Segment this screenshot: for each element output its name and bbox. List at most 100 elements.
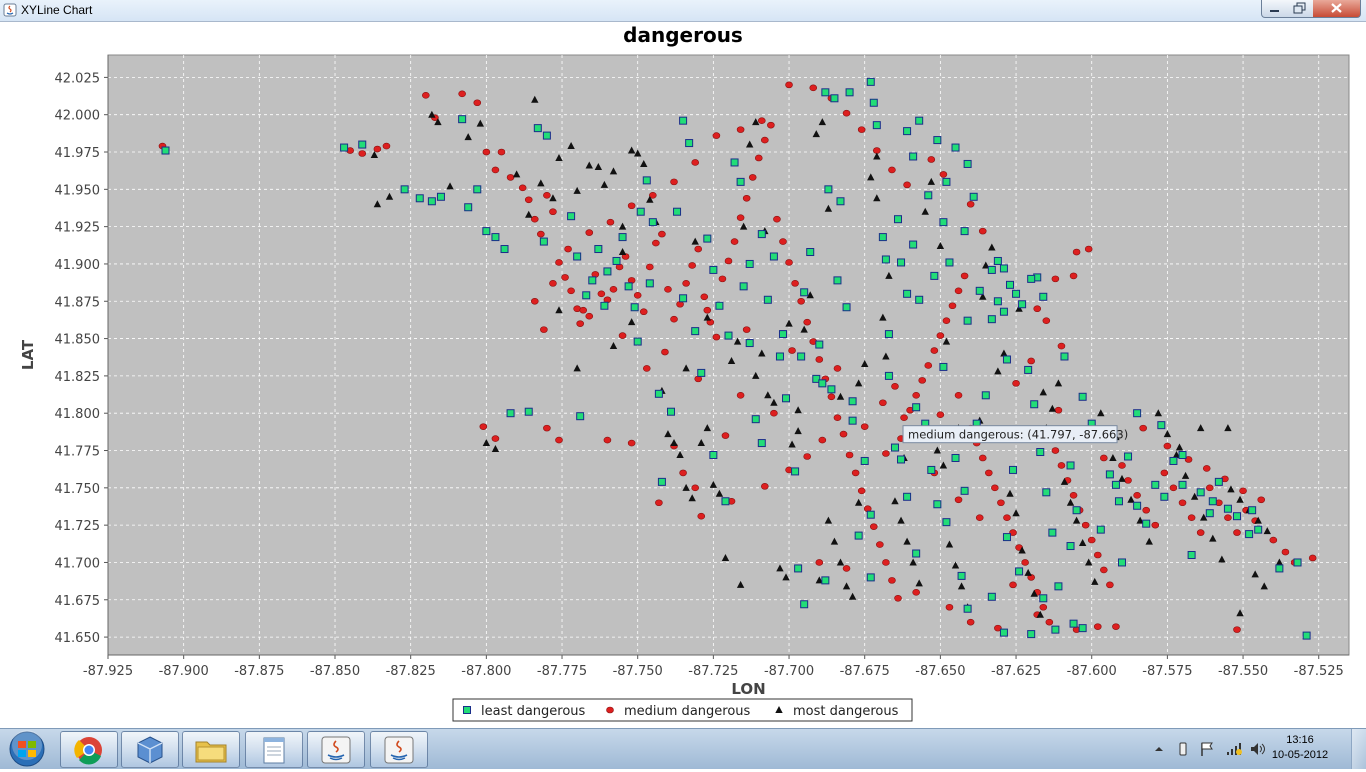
chevron-up-icon[interactable]: [1154, 744, 1164, 754]
medium-dangerous-point[interactable]: [985, 469, 993, 477]
network-signal-icon[interactable]: [1226, 742, 1242, 756]
least-dangerous-point[interactable]: [981, 391, 990, 400]
least-dangerous-point[interactable]: [915, 295, 924, 304]
most-dangerous-point[interactable]: [830, 537, 839, 545]
clock[interactable]: 13:16 10-05-2012: [1268, 733, 1332, 763]
least-dangerous-point[interactable]: [884, 330, 893, 339]
least-dangerous-point[interactable]: [642, 176, 651, 185]
medium-dangerous-point[interactable]: [1057, 462, 1066, 469]
most-dangerous-point[interactable]: [428, 110, 436, 118]
most-dangerous-point[interactable]: [782, 573, 790, 581]
most-dangerous-point[interactable]: [1275, 558, 1284, 566]
most-dangerous-point[interactable]: [688, 494, 696, 502]
least-dangerous-point[interactable]: [1105, 470, 1114, 479]
medium-dangerous-point[interactable]: [1118, 462, 1126, 469]
least-dangerous-point[interactable]: [1078, 624, 1087, 633]
most-dangerous-point[interactable]: [885, 271, 893, 279]
medium-dangerous-point[interactable]: [761, 136, 769, 144]
most-dangerous-point[interactable]: [994, 367, 1002, 375]
medium-dangerous-point[interactable]: [658, 230, 666, 238]
least-dangerous-point[interactable]: [745, 339, 754, 348]
most-dangerous-point[interactable]: [1039, 388, 1047, 396]
medium-dangerous-point[interactable]: [1142, 506, 1151, 514]
least-dangerous-point[interactable]: [1169, 456, 1178, 465]
medium-dangerous-point[interactable]: [1039, 603, 1048, 611]
most-dangerous-point[interactable]: [1224, 424, 1232, 432]
medium-dangerous-point[interactable]: [564, 245, 572, 253]
medium-dangerous-point[interactable]: [1033, 305, 1042, 313]
most-dangerous-point[interactable]: [942, 337, 951, 345]
most-dangerous-point[interactable]: [709, 480, 718, 488]
least-dangerous-point[interactable]: [939, 362, 948, 371]
least-dangerous-point[interactable]: [999, 264, 1008, 273]
most-dangerous-point[interactable]: [915, 579, 923, 587]
most-dangerous-point[interactable]: [385, 192, 394, 200]
medium-dangerous-point[interactable]: [1009, 529, 1017, 536]
least-dangerous-point[interactable]: [730, 158, 739, 167]
least-dangerous-point[interactable]: [1054, 582, 1063, 591]
most-dangerous-point[interactable]: [1218, 555, 1226, 563]
medium-dangerous-point[interactable]: [649, 191, 657, 199]
least-dangerous-point[interactable]: [881, 255, 890, 264]
medium-dangerous-point[interactable]: [661, 348, 669, 356]
medium-dangerous-point[interactable]: [530, 297, 539, 305]
medium-dangerous-point[interactable]: [518, 184, 527, 192]
least-dangerous-point[interactable]: [1024, 365, 1033, 374]
least-dangerous-point[interactable]: [915, 116, 924, 125]
medium-dangerous-point[interactable]: [954, 287, 963, 295]
least-dangerous-point[interactable]: [358, 140, 367, 149]
medium-dangerous-point[interactable]: [1187, 514, 1196, 521]
medium-dangerous-point[interactable]: [555, 259, 563, 266]
most-dangerous-point[interactable]: [903, 537, 911, 545]
medium-dangerous-point[interactable]: [924, 362, 933, 369]
most-dangerous-point[interactable]: [758, 349, 766, 357]
least-dangerous-point[interactable]: [933, 500, 942, 509]
medium-dangerous-point[interactable]: [721, 432, 730, 439]
least-dangerous-point[interactable]: [588, 276, 597, 285]
taskbar-explorer[interactable]: [182, 731, 240, 768]
least-dangerous-point[interactable]: [1072, 506, 1081, 515]
medium-dangerous-point[interactable]: [978, 454, 987, 462]
least-dangerous-point[interactable]: [1048, 528, 1057, 537]
least-dangerous-point[interactable]: [969, 192, 978, 201]
least-dangerous-point[interactable]: [897, 258, 906, 267]
medium-dangerous-point[interactable]: [655, 499, 663, 507]
medium-dangerous-point[interactable]: [1233, 626, 1241, 633]
volume-icon[interactable]: [1250, 742, 1266, 756]
medium-dangerous-point[interactable]: [491, 435, 500, 442]
least-dangerous-point[interactable]: [1051, 625, 1060, 634]
most-dangerous-point[interactable]: [951, 561, 960, 569]
least-dangerous-point[interactable]: [909, 240, 918, 249]
least-dangerous-point[interactable]: [1160, 492, 1169, 501]
medium-dangerous-point[interactable]: [1169, 484, 1178, 492]
least-dangerous-point[interactable]: [697, 368, 706, 377]
medium-dangerous-point[interactable]: [888, 166, 896, 174]
medium-dangerous-point[interactable]: [540, 326, 548, 333]
medium-dangerous-point[interactable]: [382, 142, 391, 150]
medium-dangerous-point[interactable]: [803, 453, 811, 460]
medium-dangerous-point[interactable]: [1054, 406, 1063, 414]
most-dangerous-point[interactable]: [1097, 409, 1105, 417]
medium-dangerous-point[interactable]: [1205, 484, 1214, 492]
medium-dangerous-point[interactable]: [1009, 581, 1017, 589]
scatter-chart[interactable]: dangerous -87.925 -87.900 -87.875 -87.850 -87…: [0, 22, 1366, 728]
least-dangerous-point[interactable]: [999, 628, 1008, 637]
most-dangerous-point[interactable]: [824, 204, 833, 212]
most-dangerous-point[interactable]: [1196, 424, 1205, 432]
least-dangerous-point[interactable]: [427, 197, 436, 206]
most-dangerous-point[interactable]: [573, 364, 581, 372]
least-dangerous-point[interactable]: [860, 456, 869, 465]
least-dangerous-point[interactable]: [415, 194, 424, 203]
medium-dangerous-point[interactable]: [754, 154, 763, 162]
medium-dangerous-point[interactable]: [1151, 521, 1160, 529]
medium-dangerous-point[interactable]: [567, 287, 575, 295]
least-dangerous-point[interactable]: [533, 124, 542, 133]
most-dangerous-point[interactable]: [682, 364, 690, 372]
medium-dangerous-point[interactable]: [860, 423, 869, 430]
least-dangerous-point[interactable]: [897, 455, 906, 464]
least-dangerous-point[interactable]: [1060, 352, 1069, 361]
least-dangerous-point[interactable]: [824, 185, 833, 194]
taskbar-chrome[interactable]: [60, 731, 118, 768]
medium-dangerous-point[interactable]: [561, 274, 569, 281]
least-dangerous-point[interactable]: [763, 295, 772, 304]
